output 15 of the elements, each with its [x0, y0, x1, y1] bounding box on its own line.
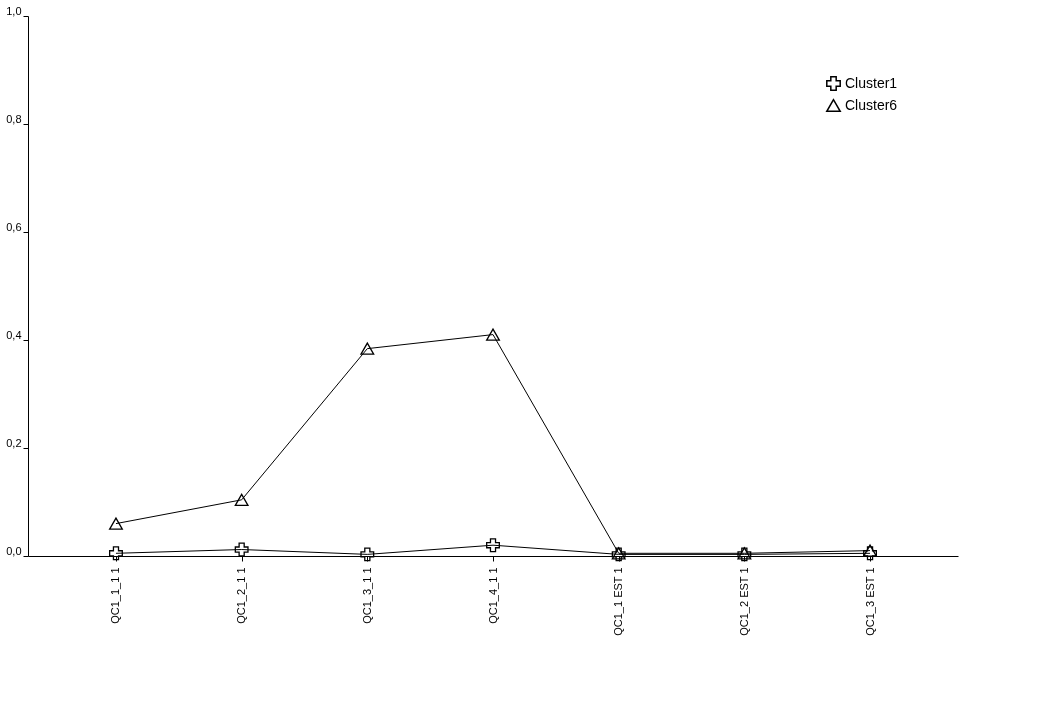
y-tick-label: 0,0: [6, 544, 22, 557]
x-tick-label: QC1_4_1 1: [486, 567, 499, 624]
x-tick-label: QC1_1 EST 1: [612, 567, 625, 636]
legend-label: Cluster1: [845, 74, 898, 91]
y-tick-label: 0,2: [6, 436, 22, 449]
x-tick-label: QC1_1_1 1: [109, 567, 122, 624]
x-tick-label: QC1_3_1 1: [360, 567, 373, 624]
y-tick-label: 1,0: [6, 4, 22, 17]
y-tick-label: 0,6: [6, 220, 22, 233]
x-tick-label: QC1_3 EST 1: [863, 567, 876, 636]
legend-label: Cluster6: [845, 96, 898, 113]
y-tick-label: 0,8: [6, 112, 22, 125]
y-tick-label: 0,4: [6, 328, 22, 341]
x-tick-label: QC1_2 EST 1: [737, 567, 750, 636]
x-tick-label: QC1_2_1 1: [235, 567, 248, 624]
